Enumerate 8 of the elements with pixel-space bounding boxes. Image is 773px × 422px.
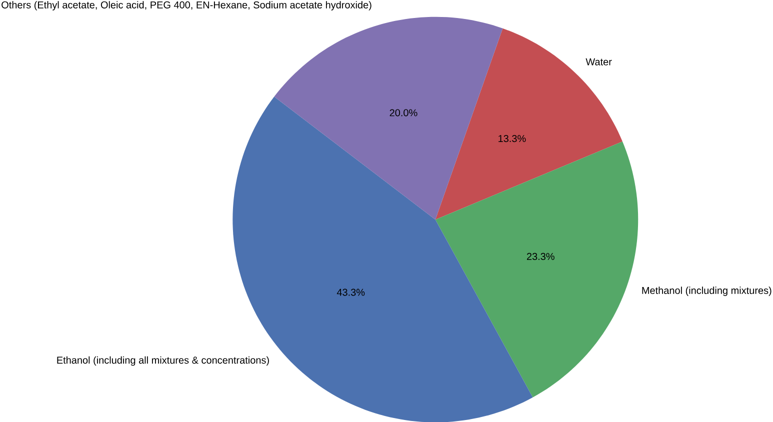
data-label: 23.3% (526, 252, 554, 260)
slice-label: Water (586, 58, 612, 66)
slice-label: Ethanol (including all mixtures & concentrations) (57, 356, 269, 366)
data-label: 13.3% (498, 134, 526, 142)
slice-label: Methanol (including mixtures) (642, 286, 772, 296)
slice-label: Others (Ethyl acetate, Oleic acid, PEG 400, EN-Hexane, Sodium acetate hydroxide) (2, 0, 372, 10)
data-label: 43.3% (336, 288, 365, 296)
data-label: 20.0% (390, 109, 418, 116)
